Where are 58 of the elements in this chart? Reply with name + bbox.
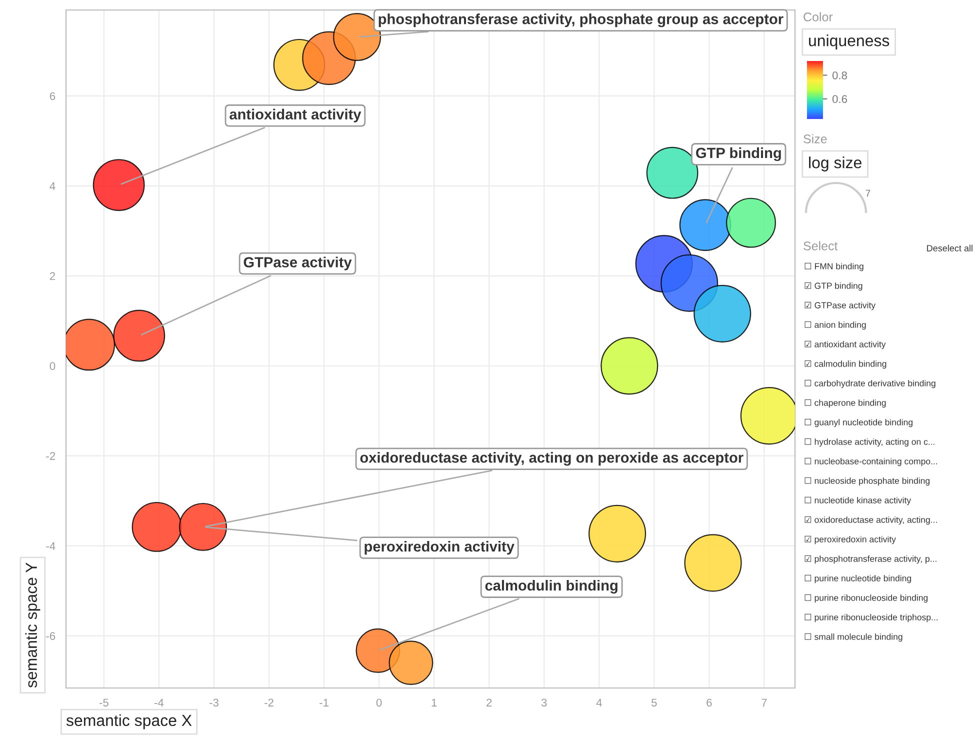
annotation: peroxiredoxin activity	[364, 540, 514, 555]
text: Size	[804, 134, 827, 144]
annotation: GTPase activity	[244, 256, 352, 270]
y-tick-label: 4	[50, 182, 56, 190]
text: ☐ FMN binding	[804, 262, 864, 272]
x-tick-label: 3	[541, 698, 547, 707]
text: ☐ guanyl nucleotide binding	[804, 418, 912, 428]
text: ☐ small molecule binding	[804, 633, 902, 642]
text: Color	[804, 12, 833, 22]
text: ☐ hydrolase activity, acting on c...	[804, 438, 934, 447]
text: ☐ purine nucleotide binding	[804, 574, 912, 584]
text: ☐ carbohydrate derivative binding	[804, 380, 936, 388]
y-tick-label: 0	[50, 362, 56, 370]
color-bar-label: 0.6	[832, 95, 847, 104]
y-tick-label: 2	[50, 272, 56, 280]
text: ☑ GTP binding	[804, 282, 862, 291]
annotation: calmodulin binding	[485, 580, 618, 594]
y-tick-label: -2	[46, 452, 56, 460]
x-tick-label: -5	[100, 698, 108, 707]
text: ☐ purine ribonucleoside triphosp...	[804, 614, 938, 622]
x-tick-label: 0	[376, 698, 382, 707]
text: ☐ purine ribonucleoside binding	[804, 594, 928, 603]
x-tick-label: -4	[154, 698, 164, 706]
text: Deselect all	[927, 244, 972, 252]
x-tick-label: 4	[596, 698, 602, 706]
x-tick-label: -3	[210, 698, 218, 707]
x-tick-label: 6	[706, 698, 712, 707]
text: ☐ nucleobase-containing compo...	[804, 458, 938, 466]
x-tick-label: 1	[432, 698, 437, 706]
y-axis-title: semantic space Y	[25, 562, 40, 688]
text: ☐ anion binding	[804, 321, 866, 330]
text: ☐ nucleoside phosphate binding	[804, 477, 930, 486]
x-tick-label: 5	[652, 698, 657, 707]
x-tick-label: 7	[762, 698, 767, 706]
annotation: GTP binding	[696, 147, 781, 162]
color-bar-label: 0.8	[832, 71, 847, 80]
text: ☑ calmodulin binding	[804, 360, 886, 369]
x-tick-label: -2	[264, 698, 274, 706]
x-tick-label: -1	[320, 698, 328, 706]
x-tick-label: 2	[486, 698, 492, 706]
annotation: antioxidant activity	[230, 108, 362, 122]
color-bar-title: uniqueness	[809, 34, 890, 50]
text: ☑ antioxidant activity	[804, 340, 886, 350]
y-tick-label: -4	[46, 542, 56, 550]
text: ☐ chaperone binding	[804, 399, 886, 408]
y-tick-label: 6	[50, 92, 56, 100]
y-tick-label: -6	[46, 632, 56, 640]
annotation: oxidoreductase activity, acting on peroxide as acceptor	[360, 452, 744, 466]
text: ☑ phosphotransferase activity, p...	[804, 555, 936, 564]
text: ☐ nucleotide kinase activity	[804, 496, 912, 506]
text: ☑ peroxiredoxin activity	[804, 536, 896, 544]
text: log size	[809, 156, 862, 172]
text: Select	[804, 241, 838, 250]
text: 7	[866, 190, 870, 197]
text: ☑ GTPase activity	[804, 302, 876, 310]
x-axis-title: semantic space X	[66, 714, 192, 730]
annotation: phosphotransferase activity, phosphate group as acceptor	[378, 14, 784, 28]
text: ☑ oxidoreductase activity, acting...	[804, 516, 937, 525]
